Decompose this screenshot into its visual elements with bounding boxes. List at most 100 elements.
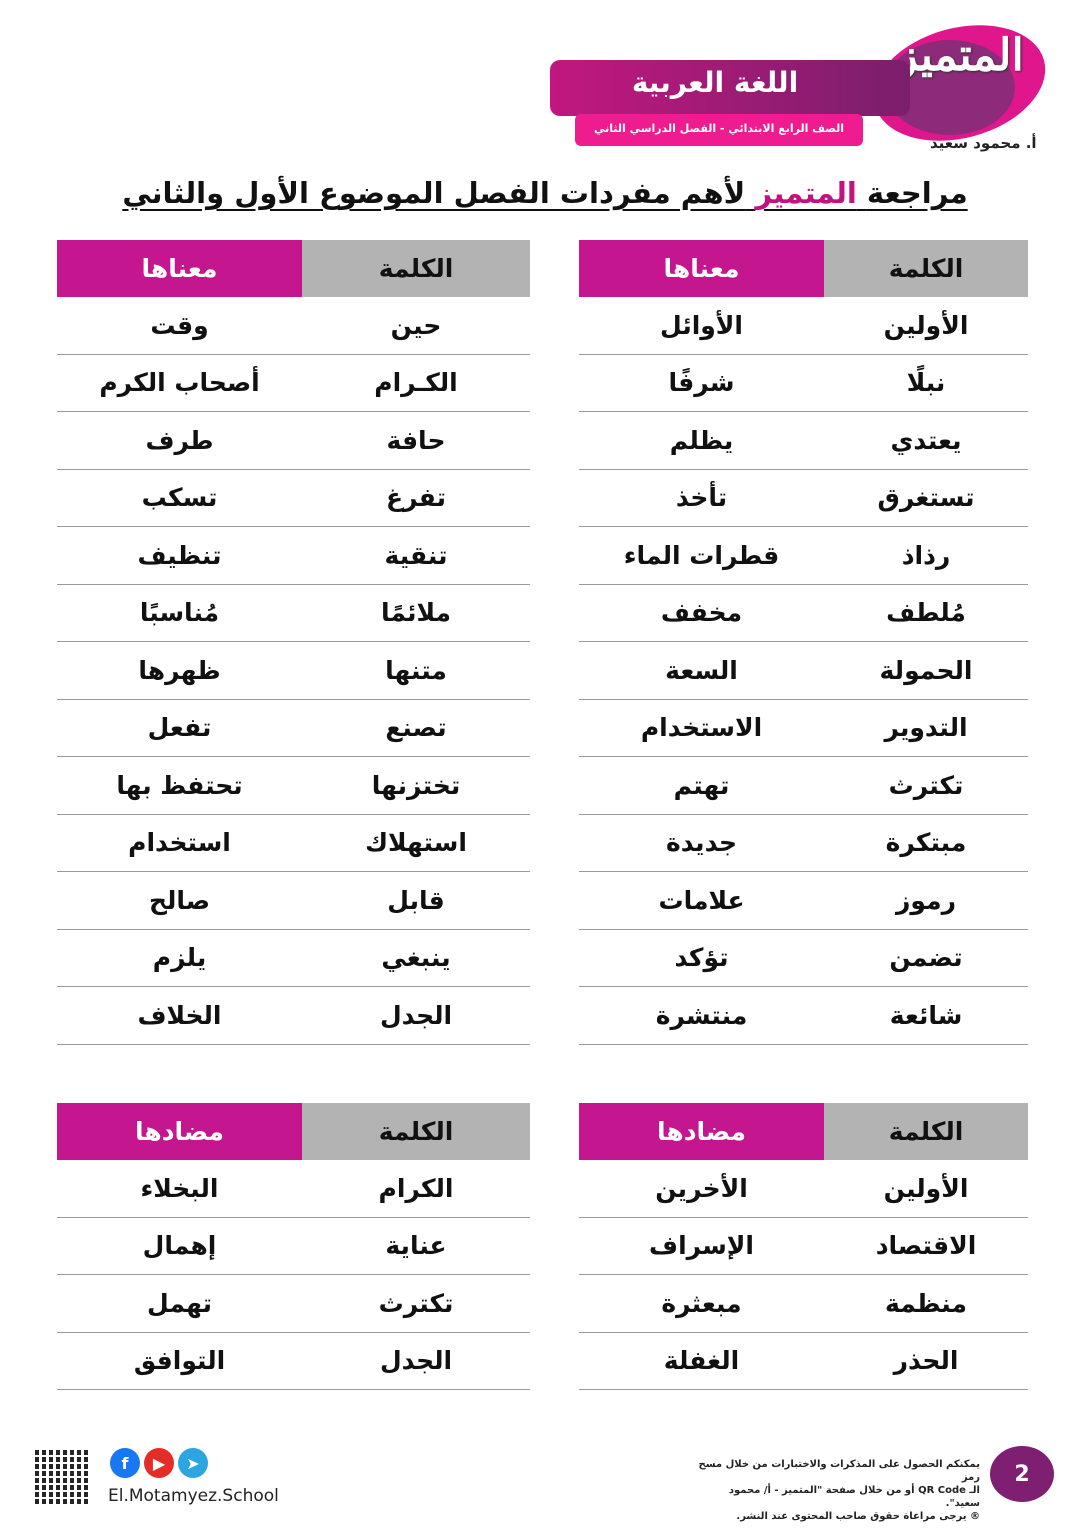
- word-cell: الأولين: [883, 310, 969, 340]
- word-cell: رموز: [896, 885, 956, 915]
- table-row: التدوير الاستخدام: [579, 700, 1028, 757]
- word-cell: استهلاك: [365, 828, 467, 858]
- word-cell: تصنع: [385, 713, 447, 743]
- meaning-cell: الغفلة: [663, 1346, 740, 1376]
- table-row: الاقتصاد الإسراف: [579, 1218, 1028, 1275]
- word-cell: يعتدي: [890, 425, 962, 455]
- opposites-table-right: الكلمة مضادها الأولين الأخرين الاقتصاد الإسرا…: [579, 1103, 1028, 1390]
- word-cell: الأولين: [883, 1173, 969, 1203]
- meaning-cell: مُناسبًا: [139, 598, 220, 628]
- meaning-cell: السعة: [665, 655, 738, 685]
- table-row: مبتكرة جديدة: [579, 815, 1028, 872]
- word-cell: ينبغي: [381, 943, 451, 973]
- table-row: منظمة مبعثرة: [579, 1275, 1028, 1333]
- youtube-icon[interactable]: ▶: [144, 1448, 174, 1478]
- meaning-cell: الخلاف: [137, 1000, 222, 1030]
- table-row: ملائمًا مُناسبًا: [57, 585, 530, 642]
- meaning-cell: علامات: [658, 885, 745, 915]
- meaning-cell: التوافق: [133, 1346, 226, 1376]
- meanings-table-left: الكلمة معناها حين وقت الكـرام أصحاب الكرم حافة…: [57, 240, 530, 1045]
- table-row: تكترث تهمل: [57, 1275, 530, 1333]
- opposites-table-left: الكلمة مضادها الكرام البخلاء عناية إهمال تكترث…: [57, 1103, 530, 1390]
- meaning-cell: تأخذ: [675, 483, 728, 513]
- meanings-table-right: الكلمة معناها الأولين الأوائل نبلًا شرفًا يعتد…: [579, 240, 1028, 1045]
- meaning-cell: الأخرين: [655, 1173, 748, 1203]
- footer-note-line: يمكنكم الحصول على المذكرات والاختبارات م…: [698, 1459, 980, 1483]
- word-cell: تضمن: [889, 943, 963, 973]
- table-row: حين وقت: [57, 297, 530, 355]
- meaning-cell: صالح: [149, 885, 210, 915]
- meaning-cell: أصحاب الكرم: [99, 368, 260, 398]
- word-cell: تكترث: [888, 770, 964, 800]
- table-header: الكلمة مضادها: [57, 1103, 530, 1160]
- word-cell: تستغرق: [877, 483, 975, 513]
- table-row: متنها ظهرها: [57, 642, 530, 700]
- table-row: مُلطف مخفف: [579, 585, 1028, 642]
- table-row: رذاذ قطرات الماء: [579, 527, 1028, 585]
- word-cell: نبلًا: [906, 368, 946, 398]
- word-cell: منظمة: [885, 1288, 967, 1318]
- meaning-cell: تنظيف: [137, 540, 222, 570]
- meaning-cell: تؤكد: [674, 943, 729, 973]
- table-row: قابل صالح: [57, 872, 530, 930]
- meaning-cell: الإسراف: [649, 1231, 754, 1261]
- word-cell: الحمولة: [879, 655, 973, 685]
- title-accent: المتميز: [755, 176, 857, 210]
- meaning-cell: مخفف: [660, 598, 743, 628]
- meaning-cell: تسكب: [141, 483, 218, 513]
- meaning-cell: تحتفظ بها: [116, 770, 243, 800]
- meaning-cell: مبعثرة: [661, 1288, 742, 1318]
- qr-code[interactable]: [35, 1450, 89, 1504]
- table-header: الكلمة معناها: [57, 240, 530, 297]
- word-cell: تنقية: [384, 540, 448, 570]
- meaning-column-header: مضادها: [57, 1103, 302, 1160]
- table-row: الجدل التوافق: [57, 1333, 530, 1390]
- facebook-icon[interactable]: f: [110, 1448, 140, 1478]
- table-header: الكلمة معناها: [579, 240, 1028, 297]
- table-row: رموز علامات: [579, 872, 1028, 930]
- word-cell: حافة: [386, 425, 446, 455]
- word-cell: تختزنها: [371, 770, 461, 800]
- table-row: تضمن تؤكد: [579, 930, 1028, 987]
- table-row: تنقية تنظيف: [57, 527, 530, 585]
- website-label: El.Motamyez.School: [108, 1486, 279, 1506]
- meaning-cell: طرف: [145, 425, 214, 455]
- word-cell: الكـرام: [374, 368, 458, 398]
- word-column-header: الكلمة: [302, 1103, 530, 1160]
- table-row: الكرام البخلاء: [57, 1160, 530, 1218]
- word-cell: الحذر: [893, 1346, 959, 1376]
- table-row: شائعة منتشرة: [579, 987, 1028, 1045]
- subject-banner: [550, 60, 910, 116]
- meaning-cell: شرفًا: [668, 368, 735, 398]
- word-cell: متنها: [385, 655, 447, 685]
- table-row: يعتدي يظلم: [579, 412, 1028, 470]
- table-row: الكـرام أصحاب الكرم: [57, 355, 530, 412]
- meaning-cell: استخدام: [128, 828, 231, 858]
- word-cell: شائعة: [889, 1000, 963, 1030]
- footer-note-line: ® يرجى مراعاة حقوق صاحب المحتوى عند النش…: [736, 1511, 980, 1522]
- word-cell: الكرام: [378, 1173, 454, 1203]
- meaning-cell: تهمل: [147, 1288, 212, 1318]
- logo: المتميز: [896, 30, 1024, 81]
- meaning-cell: إهمال: [142, 1231, 217, 1261]
- word-cell: حين: [390, 310, 442, 340]
- word-cell: الجدل: [379, 1346, 453, 1376]
- table-row: تصنع تفعل: [57, 700, 530, 757]
- table-row: الأولين الأوائل: [579, 297, 1028, 355]
- subject-title: اللغة العربية: [631, 66, 799, 99]
- title-part1: مراجعة: [866, 176, 968, 210]
- meaning-cell: الأوائل: [660, 310, 743, 340]
- word-cell: ملائمًا: [381, 598, 451, 628]
- word-column-header: الكلمة: [824, 1103, 1028, 1160]
- meaning-column-header: معناها: [57, 240, 302, 297]
- word-cell: تكترث: [378, 1288, 454, 1318]
- table-row: تكترث تهتم: [579, 757, 1028, 815]
- page-title: مراجعة المتميز لأهم مفردات الفصل الموضوع…: [85, 176, 1005, 210]
- table-row: الأولين الأخرين: [579, 1160, 1028, 1218]
- grade-label: الصف الرابع الابتدائي - الفصل الدراسي ال…: [575, 114, 863, 146]
- word-cell: مبتكرة: [885, 828, 967, 858]
- word-cell: التدوير: [884, 713, 968, 743]
- telegram-icon[interactable]: ➤: [178, 1448, 208, 1478]
- table-row: عناية إهمال: [57, 1218, 530, 1275]
- meaning-cell: منتشرة: [655, 1000, 748, 1030]
